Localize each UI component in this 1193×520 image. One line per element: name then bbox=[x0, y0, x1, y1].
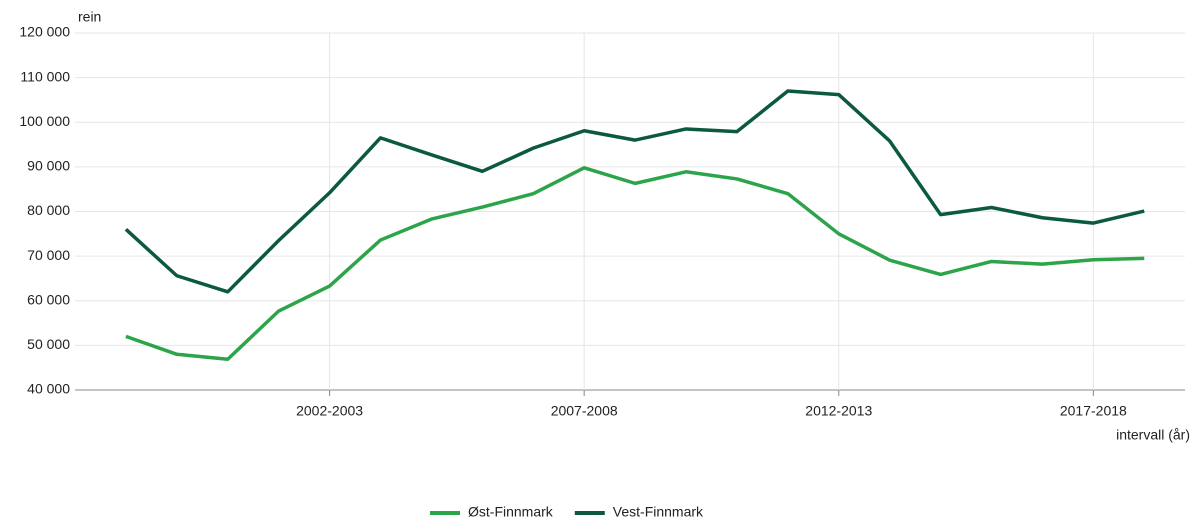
line-series bbox=[124, 89, 1145, 294]
y-tick-label: 80 000 bbox=[27, 202, 70, 218]
x-tick-label: 2017-2018 bbox=[1060, 403, 1127, 419]
y-tick-label: 110 000 bbox=[20, 68, 70, 84]
x-axis-label: intervall (år) bbox=[1116, 427, 1190, 443]
legend-label: Øst-Finnmark bbox=[468, 504, 554, 520]
y-tick-label: 70 000 bbox=[27, 247, 70, 263]
x-tick-label: 2002-2003 bbox=[296, 403, 363, 419]
line-series bbox=[125, 166, 1145, 361]
x-tick-label: 2012-2013 bbox=[805, 403, 872, 419]
y-tick-label: 90 000 bbox=[27, 158, 70, 174]
y-tick-label: 100 000 bbox=[19, 113, 70, 129]
y-axis-label: rein bbox=[78, 9, 101, 25]
y-tick-label: 50 000 bbox=[27, 336, 70, 352]
x-tick-label: 2007-2008 bbox=[551, 403, 618, 419]
legend-label: Vest-Finnmark bbox=[613, 504, 704, 520]
y-tick-label: 120 000 bbox=[19, 24, 70, 40]
y-tick-label: 40 000 bbox=[27, 381, 70, 397]
y-tick-label: 60 000 bbox=[27, 291, 70, 307]
